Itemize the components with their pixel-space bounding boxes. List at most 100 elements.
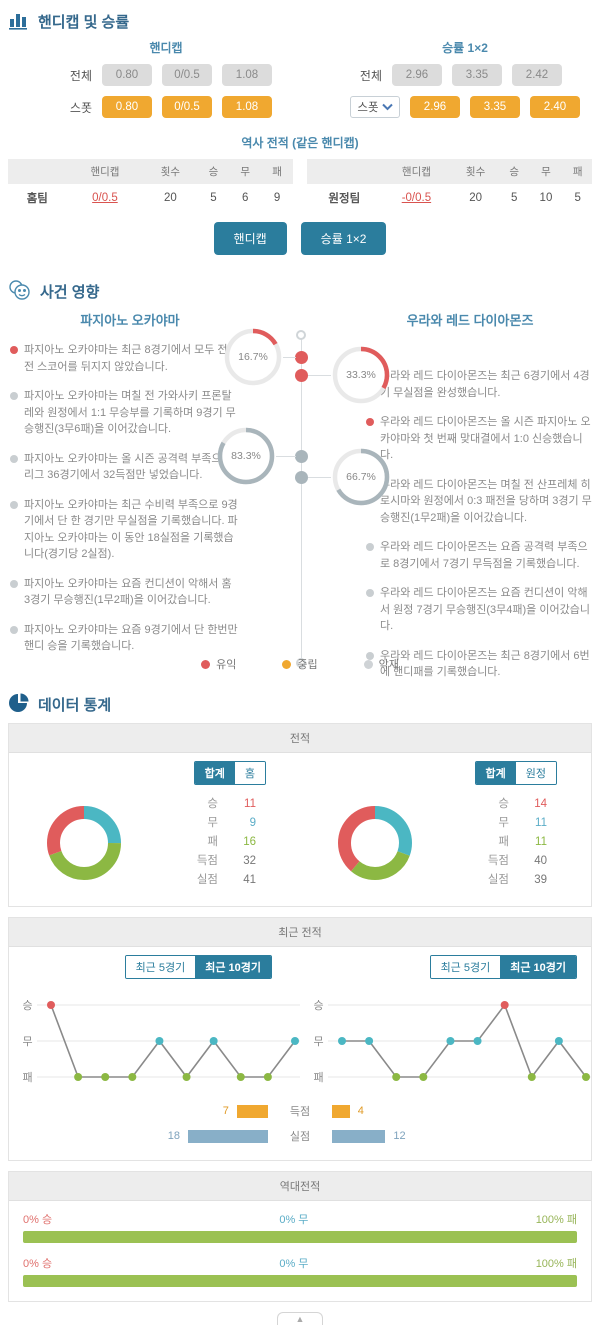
handicap-button[interactable]: 핸디캡	[213, 222, 287, 255]
stat-cell: 5	[210, 192, 217, 204]
timeline-line	[301, 335, 302, 665]
record-scope-toggle-tab[interactable]: 합계	[194, 762, 235, 784]
donut-percentage: 66.7%	[346, 471, 376, 483]
stat-cell: 5	[574, 192, 581, 204]
h2h-row: 0% 승 0% 무 100% 패	[9, 1201, 591, 1245]
handicap-section-header: 핸디캡 및 승률	[0, 0, 600, 39]
legend-label: 중립	[297, 659, 318, 671]
collapse-tab[interactable]: ▲	[277, 1312, 323, 1325]
record-scope-toggle-tab[interactable]: 홈	[234, 762, 265, 784]
history-table: 핸디캡 횟수 승 무 패 원정팀 -0/0.5 20 5 10 5	[307, 159, 592, 212]
stat-value: 16	[243, 836, 256, 848]
spot-dropdown[interactable]: 스폿	[350, 96, 400, 118]
timeline-dot-bad	[295, 450, 308, 463]
stat-value: 41	[243, 874, 256, 886]
impact-text: 파지아노 오카야마는 올 시즌 공격력 부족으로 리그 36경기에서 32득점만…	[24, 452, 232, 482]
donut-connector	[308, 375, 331, 376]
timeline-dot-bad	[295, 471, 308, 484]
bad-dot-icon	[10, 454, 18, 463]
handicap-link[interactable]: -0/0.5	[401, 192, 432, 204]
recent-range-toggle-tab[interactable]: 최근 5경기	[125, 956, 196, 978]
h2h-loss-label: 100% 패	[535, 1258, 577, 1270]
team-cell: 홈팀	[26, 193, 48, 205]
impact-item: 파지아노 오카야마는 최근 8경기에서 모두 전반전 스코어를 뒤지지 않았습니…	[10, 342, 238, 375]
recent-range-toggle-tab[interactable]: 최근 10경기	[195, 956, 271, 978]
bar	[236, 1104, 268, 1118]
odds-value-box: 2.42	[512, 64, 562, 86]
y-axis-label: 승	[22, 1000, 33, 1012]
history-col-header: 패	[563, 159, 592, 184]
donut-percentage: 83.3%	[231, 450, 261, 462]
stat-cell: 9	[273, 192, 281, 204]
impact-donut: 66.7%	[331, 447, 391, 507]
record-left-half: 합계 홈 승 11 무 9 패 16 득점 32 실점 41	[9, 761, 300, 890]
bar-value: 18	[167, 1130, 180, 1142]
donut-connector	[308, 477, 331, 478]
stat-value: 39	[534, 874, 547, 886]
handicap-column-title: 핸디캡	[149, 41, 183, 55]
impact-legend: 유익 중립 악재	[0, 656, 600, 672]
history-col-header: 승	[197, 159, 230, 184]
bar-row-label: 득점	[289, 1106, 311, 1118]
handicap-row-label: 전체	[69, 68, 92, 83]
record-stats: 승 11 무 9 패 16 득점 32 실점 41	[190, 795, 256, 890]
h2h-win-label: 0% 승	[23, 1214, 53, 1226]
recent-range-toggle-tab[interactable]: 최근 5경기	[430, 956, 501, 978]
donut-connector	[283, 357, 296, 358]
stat-cell: 10	[539, 192, 553, 204]
impact-item: 파지아노 오카야마는 최근 수비력 부족으로 9경기에서 단 한 경기만 무실점…	[10, 497, 238, 563]
bar	[188, 1129, 268, 1143]
legend-dot-icon	[282, 659, 292, 669]
y-axis-label: 패	[313, 1072, 324, 1084]
stat-label: 실점	[487, 874, 509, 886]
h2h-panel: 역대전적 0% 승 0% 무 100% 패 0% 승 0% 무 100% 패	[8, 1171, 592, 1302]
button-row: 핸디캡 승률 1×2	[0, 222, 600, 255]
odds-row: 전체 2.96 3.35 2.42	[350, 64, 580, 86]
donut-connector	[276, 456, 296, 457]
record-stat-row: 패 11	[481, 833, 547, 852]
record-scope-toggle-tab[interactable]: 합계	[475, 762, 516, 784]
odds-value-box: 0/0.5	[162, 96, 212, 118]
stat-label: 승	[207, 798, 218, 810]
impact-text: 우라와 레드 다이아몬즈는 최근 6경기에서 4경기 무실점을 완성했습니다.	[380, 370, 590, 399]
odds-value-box: 0.80	[102, 64, 152, 86]
stat-label: 패	[498, 836, 509, 848]
legend-item-bad: 악재	[363, 656, 399, 672]
impact-text: 우라와 레드 다이아몬즈는 올 시즌 파지아노 오카야마와 첫 번째 맞대결에서…	[380, 416, 591, 461]
table-row: 홈팀 0/0.5 20 5 6 9	[8, 184, 293, 212]
record-stats: 승 14 무 11 패 11 득점 40 실점 39	[481, 795, 547, 890]
recent-range-toggle-tab[interactable]: 최근 10경기	[500, 956, 576, 978]
event-impact-body: 파지아노 오카야마 우라와 레드 다이아몬즈 파지아노 오카야마는 최근 8경기…	[0, 310, 600, 682]
stat-label: 무	[207, 817, 218, 829]
recent-line-chart	[327, 1001, 591, 1081]
history-col-header: 횟수	[451, 159, 500, 184]
record-scope-toggle-tab[interactable]: 원정	[515, 762, 556, 784]
handicap-row: 전체 0.80 0/0.5 1.08	[60, 64, 272, 86]
bar	[332, 1104, 350, 1118]
stat-cell: 20	[164, 192, 177, 204]
goal-bar-right: 4	[332, 1104, 577, 1118]
odds-1x2-button[interactable]: 승률 1×2	[300, 222, 387, 255]
stat-value: 11	[535, 836, 547, 848]
h2h-draw-label: 0% 무	[279, 1214, 309, 1226]
timeline-dot-good	[295, 369, 308, 382]
impact-item: 우라와 레드 다이아몬즈는 요즘 컨디션이 악해서 원정 7경기 무승행진(3무…	[366, 585, 594, 635]
good-dot-icon	[10, 346, 18, 354]
goal-bar-left: 18	[23, 1129, 268, 1143]
impact-item: 우라와 레드 다이아몬즈는 요즘 공격력 부족으로 8경기에서 7경기 무득점을…	[366, 539, 594, 572]
section-title-event: 사건 영향	[40, 284, 100, 301]
h2h-panel-title: 역대전적	[9, 1172, 591, 1201]
goal-bar-right: 12	[332, 1129, 577, 1143]
impact-text: 우라와 레드 다이아몬즈는 요즘 공격력 부족으로 8경기에서 7경기 무득점을…	[380, 541, 588, 570]
stat-cell: 20	[469, 192, 482, 204]
bad-dot-icon	[10, 500, 18, 509]
history-col-header: 핸디캡	[381, 159, 452, 184]
legend-item-good: 유익	[201, 656, 236, 672]
handicap-link[interactable]: 0/0.5	[92, 192, 118, 204]
handicap-row: 스폿 0.80 0/0.5 1.08	[60, 96, 272, 118]
history-col-header: 승	[499, 159, 529, 184]
goals-bars: 7 득점 4 18 실점 12	[9, 1093, 591, 1160]
impact-item: 파지아노 오카야마는 며칠 전 가와사키 프론탈레와 원정에서 1:1 무승부를…	[10, 388, 238, 438]
